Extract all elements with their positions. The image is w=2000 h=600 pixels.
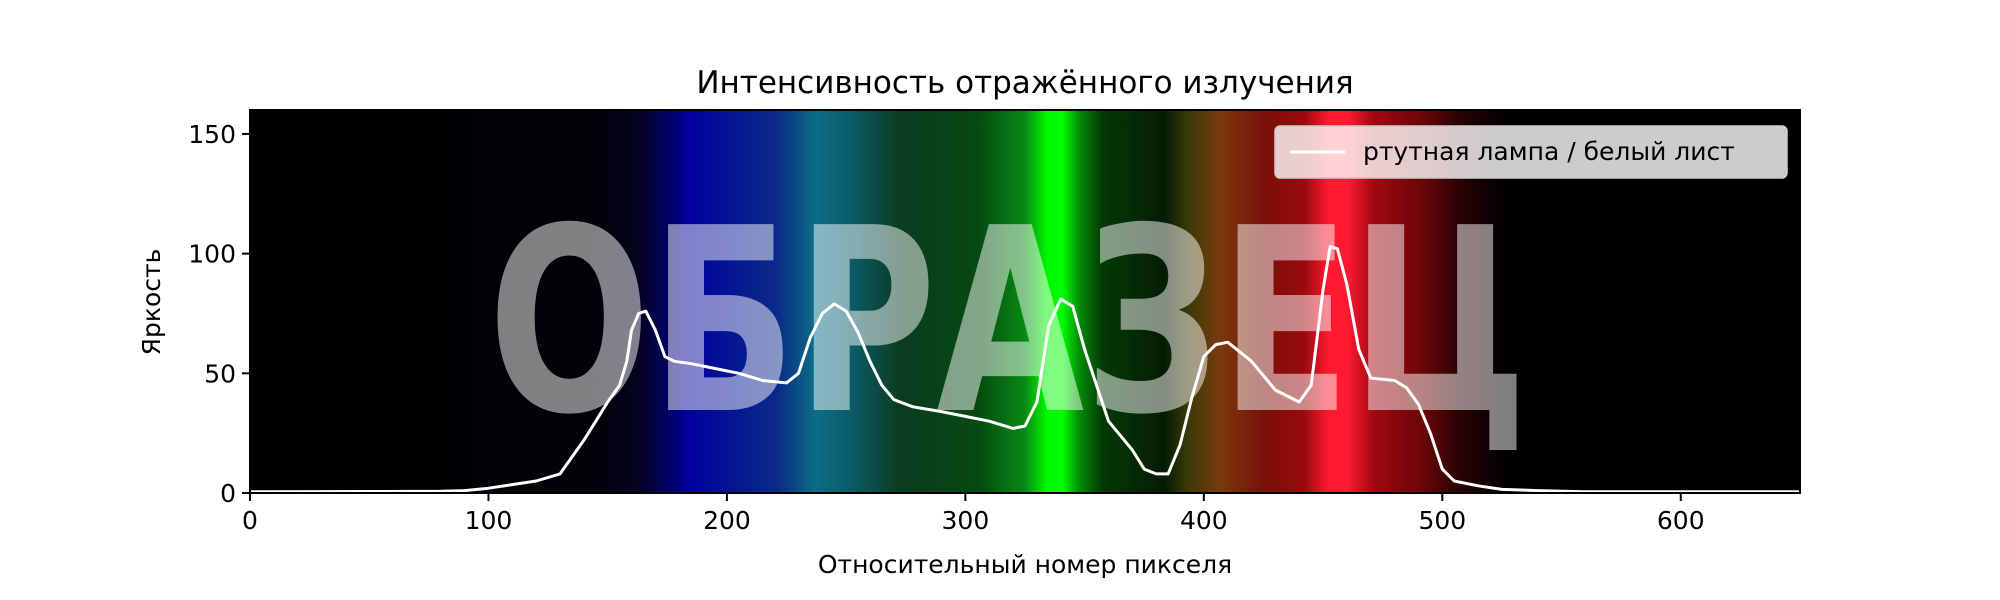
y-axis-label: Яркость (137, 249, 166, 356)
legend: ртутная лампа / белый лист (1274, 125, 1788, 179)
y-tick-label: 100 (188, 240, 236, 269)
x-axis: 0 100 200 300 400 500 600 (242, 493, 1705, 535)
x-tick-label: 200 (703, 506, 751, 535)
x-tick-label: 500 (1418, 506, 1466, 535)
x-tick-label: 100 (465, 506, 513, 535)
y-tick-label: 50 (204, 359, 236, 388)
series-line (249, 244, 1800, 494)
chart-title: Интенсивность отражённого излучения (696, 65, 1353, 101)
plot-frame (249, 109, 1801, 494)
y-tick-label: 0 (220, 479, 236, 508)
legend-box (1274, 125, 1788, 179)
x-axis-label: Относительный номер пикселя (818, 550, 1232, 579)
x-tick-label: 600 (1657, 506, 1705, 535)
y-axis: 0 50 100 150 (188, 120, 250, 508)
y-tick-label: 150 (188, 120, 236, 149)
x-tick-label: 400 (1180, 506, 1228, 535)
legend-entry-label: ртутная лампа / белый лист (1363, 137, 1735, 166)
x-tick-label: 300 (942, 506, 990, 535)
x-tick-label: 0 (242, 506, 258, 535)
